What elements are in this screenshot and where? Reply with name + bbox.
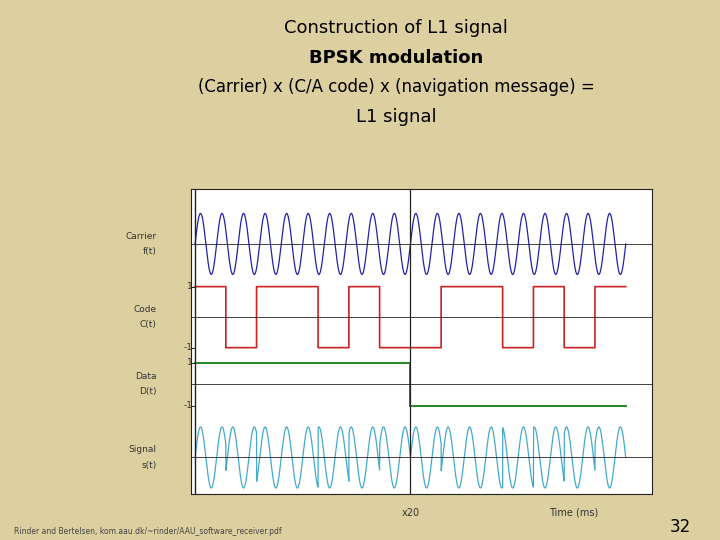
Text: L1 signal: L1 signal <box>356 108 436 126</box>
Text: 1: 1 <box>187 359 193 367</box>
Text: Rinder and Bertelsen, kom.aau.dk/~rinder/AAU_software_receiver.pdf: Rinder and Bertelsen, kom.aau.dk/~rinder… <box>14 526 282 536</box>
Text: BPSK modulation: BPSK modulation <box>309 49 483 66</box>
Text: Carrier: Carrier <box>125 232 156 241</box>
Text: D(t): D(t) <box>139 387 156 396</box>
Text: Time (ms): Time (ms) <box>549 508 599 518</box>
Text: f(t): f(t) <box>143 247 156 256</box>
Text: x20: x20 <box>401 508 420 518</box>
Text: 1: 1 <box>187 282 193 291</box>
Text: Signal: Signal <box>128 446 156 454</box>
Text: 32: 32 <box>670 518 691 536</box>
Text: s(t): s(t) <box>141 461 156 470</box>
Text: Code: Code <box>133 305 156 314</box>
Text: -1: -1 <box>184 401 193 410</box>
Text: -1: -1 <box>184 343 193 352</box>
Text: Data: Data <box>135 372 156 381</box>
Text: (Carrier) x (C/A code) x (navigation message) =: (Carrier) x (C/A code) x (navigation mes… <box>197 78 595 96</box>
Text: Construction of L1 signal: Construction of L1 signal <box>284 19 508 37</box>
Text: C(t): C(t) <box>140 320 156 329</box>
